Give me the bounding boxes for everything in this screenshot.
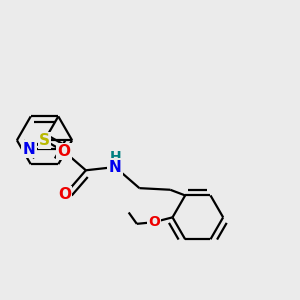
- Text: O: O: [58, 187, 71, 202]
- Text: O: O: [58, 144, 71, 159]
- Text: N: N: [109, 160, 122, 175]
- Text: S: S: [39, 133, 50, 148]
- Text: N: N: [23, 142, 35, 157]
- Text: O: O: [148, 215, 160, 229]
- Text: H: H: [109, 150, 121, 164]
